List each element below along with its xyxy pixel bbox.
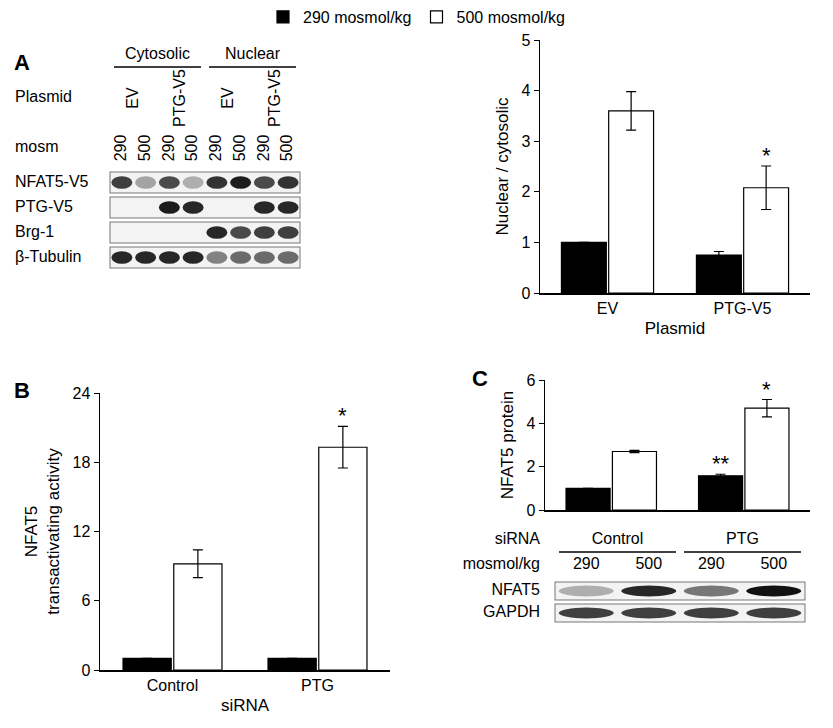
svg-text:290: 290 [112, 135, 129, 162]
svg-text:NFAT5-V5: NFAT5-V5 [15, 173, 89, 190]
svg-text:500: 500 [183, 135, 200, 162]
svg-text:500 mosmol/kg: 500 mosmol/kg [457, 9, 566, 26]
svg-text:PTG-V5: PTG-V5 [714, 300, 772, 317]
svg-text:EV: EV [597, 300, 619, 317]
svg-text:Nuclear / cytosolic: Nuclear / cytosolic [493, 97, 512, 235]
svg-text:290: 290 [573, 555, 600, 572]
svg-text:500: 500 [635, 555, 662, 572]
svg-text:0: 0 [81, 662, 90, 679]
svg-text:EV: EV [219, 87, 236, 109]
svg-text:β-Tubulin: β-Tubulin [15, 248, 81, 265]
svg-text:2: 2 [526, 458, 535, 475]
svg-text:4: 4 [526, 415, 535, 432]
svg-text:290: 290 [698, 555, 725, 572]
svg-text:PTG: PTG [726, 530, 759, 547]
svg-text:290: 290 [207, 135, 224, 162]
svg-text:mosm: mosm [15, 138, 59, 155]
svg-text:PTG-V5: PTG-V5 [15, 198, 73, 215]
svg-text:24: 24 [73, 385, 91, 402]
svg-text:290: 290 [160, 135, 177, 162]
svg-text:siRNA: siRNA [221, 696, 270, 715]
svg-text:Plasmid: Plasmid [645, 319, 705, 338]
svg-text:3: 3 [521, 133, 530, 150]
svg-text:Brg-1: Brg-1 [15, 223, 54, 240]
svg-text:NFAT5transactivating activity: NFAT5transactivating activity [22, 448, 63, 615]
svg-text:500: 500 [278, 135, 295, 162]
svg-text:Plasmid: Plasmid [15, 88, 72, 105]
svg-text:Cytosolic: Cytosolic [125, 45, 190, 62]
svg-text:GAPDH: GAPDH [483, 603, 540, 620]
svg-text:290: 290 [255, 135, 272, 162]
svg-text:1: 1 [521, 234, 530, 251]
svg-text:4: 4 [521, 82, 530, 99]
svg-text:C: C [472, 366, 488, 391]
svg-text:PTG: PTG [301, 677, 334, 694]
svg-text:*: * [762, 143, 771, 168]
svg-text:A: A [14, 50, 30, 75]
svg-text:5: 5 [521, 32, 530, 49]
svg-text:6: 6 [526, 372, 535, 389]
svg-text:0: 0 [526, 502, 535, 519]
svg-text:Nuclear: Nuclear [225, 45, 281, 62]
svg-text:290 mosmol/kg: 290 mosmol/kg [303, 9, 412, 26]
svg-text:Control: Control [592, 530, 644, 547]
svg-text:2: 2 [521, 183, 530, 200]
svg-text:500: 500 [231, 135, 248, 162]
svg-text:18: 18 [73, 454, 91, 471]
svg-text:siRNA: siRNA [495, 530, 541, 547]
svg-text:Control: Control [147, 677, 199, 694]
svg-text:500: 500 [136, 135, 153, 162]
svg-text:PTG-V5: PTG-V5 [171, 69, 188, 127]
svg-text:*: * [762, 377, 771, 402]
svg-text:12: 12 [73, 523, 91, 540]
svg-text:*: * [338, 403, 347, 428]
svg-text:PTG-V5: PTG-V5 [266, 69, 283, 127]
svg-text:mosmol/kg: mosmol/kg [463, 555, 540, 572]
svg-text:500: 500 [760, 555, 787, 572]
svg-text:NFAT5: NFAT5 [491, 581, 540, 598]
svg-text:EV: EV [124, 87, 141, 109]
svg-text:**: ** [712, 451, 730, 476]
svg-text:NFAT5 protein: NFAT5 protein [498, 391, 517, 499]
svg-text:6: 6 [81, 592, 90, 609]
svg-text:0: 0 [521, 285, 530, 302]
svg-text:B: B [14, 378, 30, 403]
